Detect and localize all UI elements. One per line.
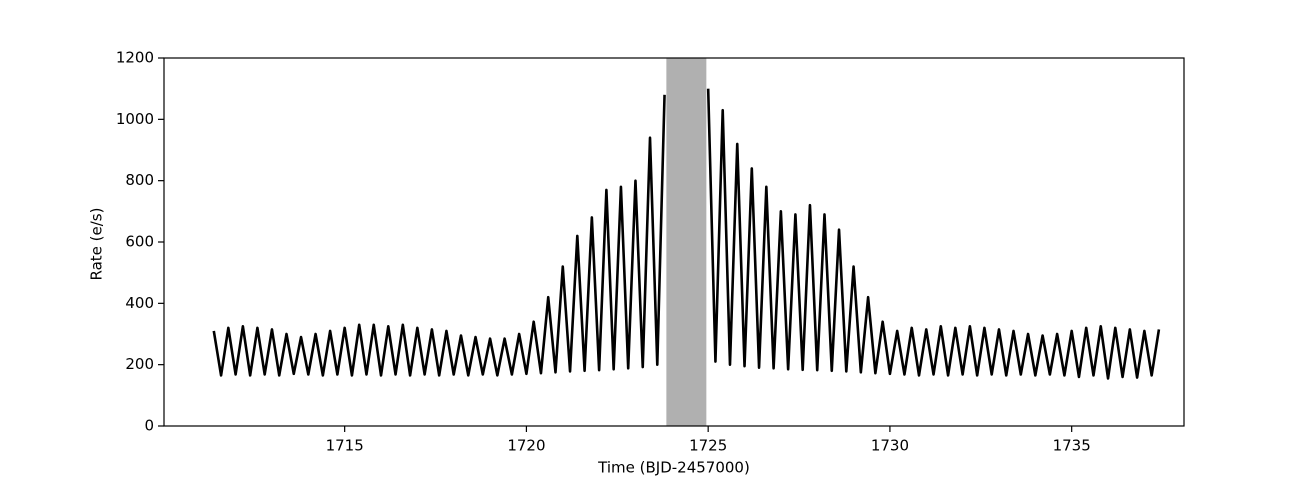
y-tick-label: 400 — [125, 294, 154, 312]
y-tick-label: 600 — [125, 233, 154, 251]
y-axis-label: Rate (e/s) — [88, 208, 106, 281]
x-tick-label: 1715 — [326, 437, 364, 455]
y-tick-label: 200 — [125, 355, 154, 373]
x-tick-label: 1735 — [1053, 437, 1091, 455]
x-tick-label: 1725 — [689, 437, 727, 455]
x-axis-label: Time (BJD-2457000) — [597, 459, 750, 477]
y-tick-label: 800 — [125, 171, 154, 189]
shaded-region — [666, 58, 707, 426]
y-tick-label: 1200 — [116, 49, 154, 67]
x-tick-label: 1720 — [507, 437, 545, 455]
y-tick-label: 0 — [144, 417, 154, 435]
data-line — [212, 88, 1161, 380]
y-tick-label: 1000 — [116, 110, 154, 128]
x-tick-label: 1730 — [871, 437, 909, 455]
